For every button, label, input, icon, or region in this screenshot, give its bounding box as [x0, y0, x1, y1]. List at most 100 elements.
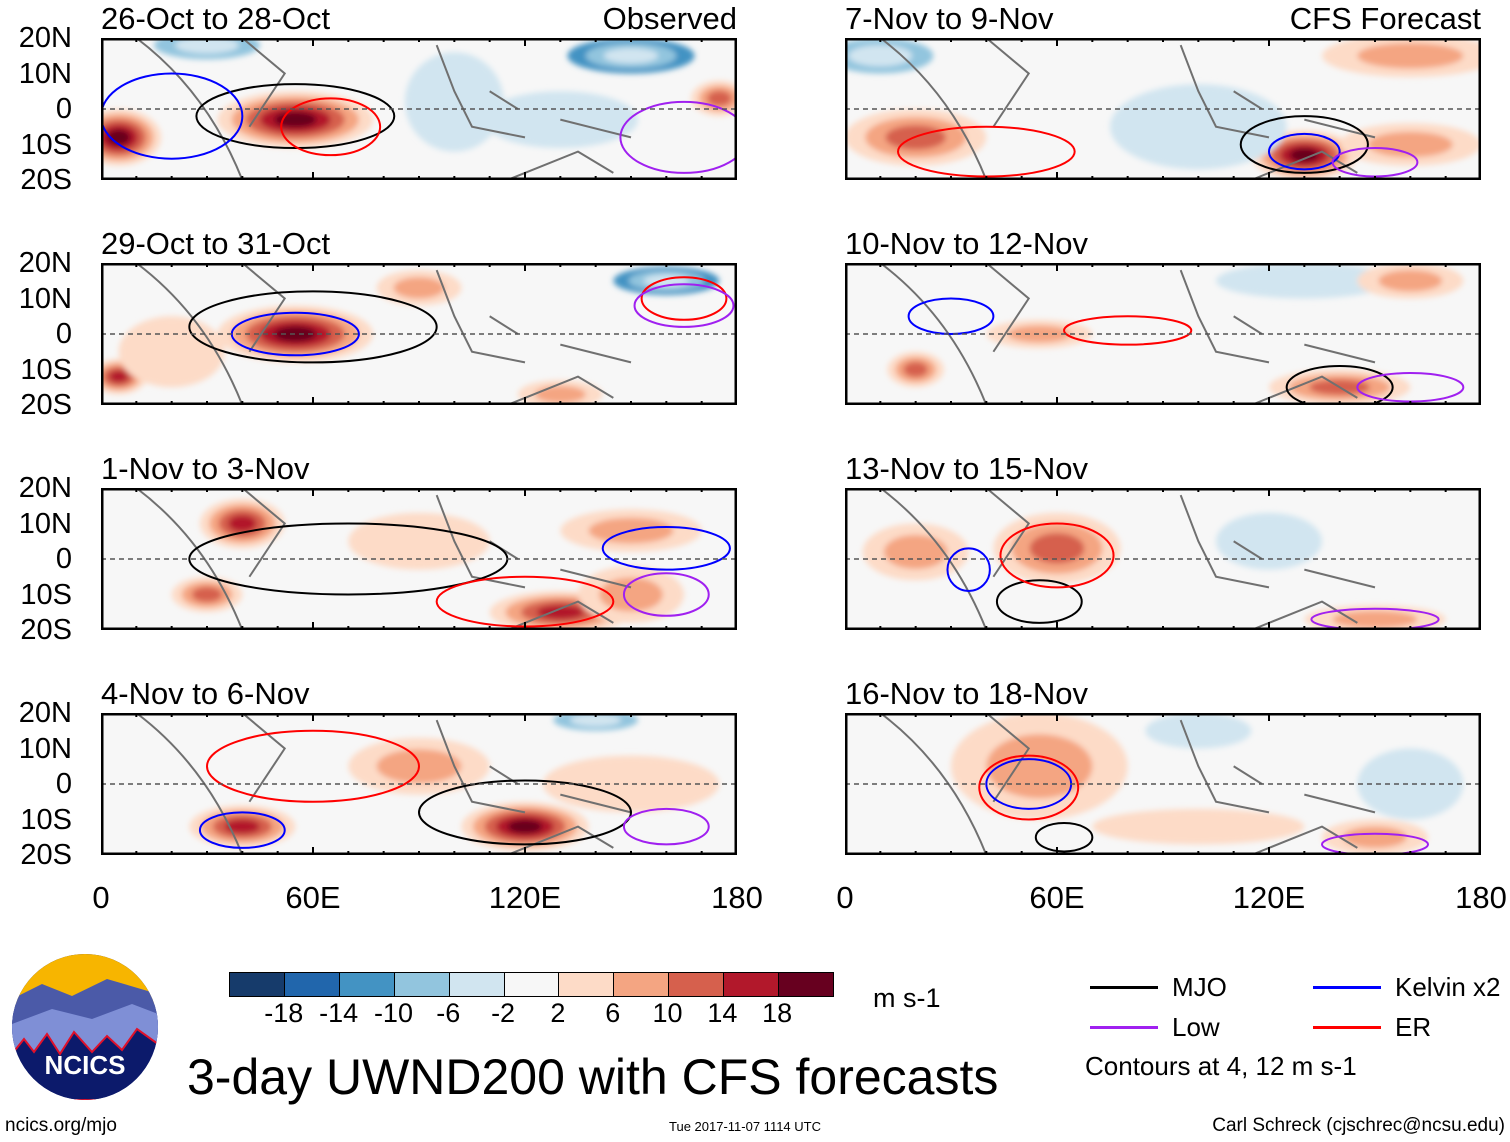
lat-label: 0	[55, 768, 72, 800]
er-contour	[206, 729, 420, 803]
wind-anomaly-shading	[1216, 512, 1322, 570]
colorbar-label: -18	[264, 998, 304, 1028]
legend-label: Low	[1172, 1012, 1220, 1042]
panel-title: 13-Nov to 15-Nov	[845, 451, 1088, 486]
wind-anomaly-shading	[393, 277, 445, 299]
colorbar-label: 2	[550, 998, 566, 1028]
mjo-contour	[1239, 115, 1369, 174]
colorbar-swatch	[230, 973, 284, 996]
kelvin-contour	[946, 547, 991, 592]
lat-label: 20N	[18, 697, 72, 729]
wind-anomaly-shading	[1343, 826, 1407, 848]
footer-author: Carl Schreck (cjschrec@ncsu.edu)	[1212, 1115, 1505, 1136]
wind-anomaly-shading	[542, 755, 720, 813]
lat-label: 10S	[20, 353, 72, 386]
lat-label: 10N	[18, 57, 72, 90]
lon-label: 0	[836, 880, 854, 915]
wind-anomaly-shading	[534, 385, 586, 403]
panel-title: 4-Nov to 6-Nov	[101, 676, 310, 711]
wind-anomaly-shading	[1357, 748, 1464, 820]
wind-anomaly-shading	[903, 361, 928, 378]
colorbar-label: 18	[762, 998, 793, 1028]
lat-label: 0	[55, 93, 72, 125]
colorbar-label: -10	[373, 998, 413, 1028]
map-panel	[845, 263, 1481, 405]
low-contour	[1310, 607, 1440, 630]
map-panel	[845, 38, 1481, 180]
wind-anomaly-shading	[118, 316, 225, 388]
wind-anomaly-shading	[1216, 263, 1393, 299]
legend-line-low	[1090, 1026, 1158, 1029]
colorbar-swatch	[448, 973, 504, 996]
wind-anomaly-shading	[175, 38, 239, 54]
colorbar-swatch	[283, 973, 339, 996]
legend-line-kelvin	[1313, 986, 1381, 989]
wind-anomaly-shading	[1367, 131, 1453, 158]
wind-anomaly-shading	[1007, 325, 1072, 343]
footer-url[interactable]: ncics.org/mjo	[5, 1115, 117, 1136]
panel-title: 16-Nov to 18-Nov	[845, 676, 1088, 711]
map-panel	[845, 488, 1481, 630]
wind-anomaly-shading	[1378, 270, 1443, 292]
kelvin-contour	[1268, 132, 1341, 171]
colorbar-units: m s-1	[873, 983, 941, 1013]
panel-title: 1-Nov to 3-Nov	[101, 451, 310, 486]
colorbar-label: -14	[319, 998, 359, 1028]
lat-label: 10N	[18, 282, 72, 315]
wind-anomaly-shading	[599, 577, 663, 612]
mjo-contour	[1285, 364, 1394, 405]
panel-title: 7-Nov to 9-Nov	[845, 1, 1054, 36]
wind-anomaly-shading	[1332, 610, 1418, 628]
low-contour	[1321, 832, 1429, 855]
mjo-contour	[418, 779, 632, 846]
mjo-contour	[1034, 822, 1094, 853]
wind-anomaly-shading	[228, 515, 257, 532]
colorbar-label: -2	[491, 998, 516, 1028]
figure-title: 3-day UWND200 with CFS forecasts	[187, 1049, 999, 1105]
wind-anomaly-shading	[1289, 148, 1319, 162]
low-contour	[622, 807, 710, 846]
legend-line-er	[1313, 1026, 1381, 1029]
wind-anomaly-shading	[109, 370, 129, 383]
colorbar-label: 6	[605, 998, 621, 1028]
er-contour	[640, 276, 728, 321]
er-contour	[280, 97, 382, 157]
er-contour	[1063, 315, 1193, 346]
mjo-contour	[995, 579, 1083, 624]
legend-label: MJO	[1172, 972, 1227, 1002]
lat-label: 20S	[20, 164, 72, 196]
lat-label: 10S	[20, 578, 72, 611]
logo-text: NCICS	[44, 1050, 126, 1080]
low-contour	[619, 100, 737, 174]
kelvin-contour	[101, 72, 244, 160]
map-panel	[845, 713, 1481, 855]
lat-label: 20N	[18, 247, 72, 279]
colorbar-swatch	[338, 973, 394, 996]
wind-anomaly-shading	[986, 734, 1093, 799]
lon-label: 120E	[1232, 880, 1306, 915]
wind-anomaly-shading	[191, 586, 223, 603]
panel-title: 10-Nov to 12-Nov	[845, 226, 1088, 261]
colorbar-swatch	[393, 973, 449, 996]
wind-anomaly-shading	[224, 819, 260, 834]
colorbar	[229, 972, 834, 997]
lon-label: 60E	[285, 880, 341, 915]
colorbar-label: -6	[436, 998, 461, 1028]
colorbar-swatch	[613, 973, 669, 996]
colorbar-label: 14	[707, 998, 738, 1028]
legend-label: Kelvin x2	[1395, 972, 1501, 1002]
colorbar-swatch	[503, 973, 559, 996]
wind-anomaly-shading	[1029, 533, 1085, 564]
lat-label: 10N	[18, 732, 72, 765]
colorbar-swatch	[668, 973, 724, 996]
colorbar-swatch	[558, 973, 614, 996]
map-panel	[101, 488, 737, 630]
wind-anomaly-shading	[603, 48, 659, 64]
lat-label: 20S	[20, 389, 72, 421]
low-contour	[633, 283, 735, 328]
kelvin-contour	[907, 297, 995, 335]
kelvin-contour	[601, 526, 731, 571]
wind-anomaly-shading	[883, 534, 948, 569]
kelvin-contour	[198, 811, 286, 849]
